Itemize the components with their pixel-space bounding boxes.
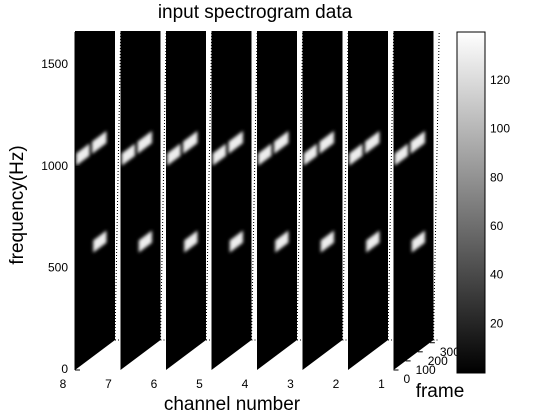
blob — [394, 143, 409, 166]
back-guide — [114, 31, 122, 341]
slice — [393, 31, 434, 370]
z-axis-label: frame — [416, 381, 465, 402]
x-tick-label: 4 — [242, 377, 249, 391]
back-guide — [387, 31, 395, 341]
slice — [166, 31, 206, 370]
x-tick-label: 1 — [378, 377, 385, 391]
back-guide — [296, 31, 304, 341]
blob — [273, 130, 289, 154]
slice — [75, 31, 115, 370]
axes: 8 7 6 5 4 3 2 105001000150001002003002040608010… — [41, 32, 510, 391]
plot-area — [75, 31, 440, 370]
z-tick-label: 200 — [428, 354, 448, 368]
slice — [211, 31, 252, 370]
blob — [137, 130, 153, 154]
blob — [138, 230, 153, 253]
back-guide — [205, 31, 213, 341]
blob — [320, 230, 335, 253]
back-guide — [160, 31, 167, 341]
x-axis-label: channel number — [164, 394, 301, 415]
colorbar-tick-label: 100 — [490, 122, 510, 136]
x-tick-label: 3 — [287, 377, 294, 391]
blob — [364, 130, 380, 154]
blob — [258, 143, 272, 166]
blob — [182, 130, 198, 154]
slice — [120, 31, 161, 370]
colorbar-tick-label: 40 — [490, 268, 504, 282]
y-tick-label: 500 — [48, 261, 68, 275]
y-tick-label: 0 — [61, 362, 68, 376]
blob — [167, 143, 181, 166]
y-tick-label: 1500 — [41, 57, 68, 71]
colorbar — [456, 31, 486, 374]
blob — [228, 130, 244, 154]
x-tick-label: 5 — [196, 377, 203, 391]
blob — [349, 143, 363, 166]
x-tick-label: 2 — [333, 377, 340, 391]
blob — [303, 143, 318, 166]
blob — [121, 143, 136, 166]
blob — [319, 130, 335, 154]
blob — [229, 230, 244, 253]
colorbar-tick-label: 80 — [490, 170, 504, 184]
blob — [411, 230, 426, 253]
z-tick-label: 0 — [404, 372, 411, 386]
blob — [410, 130, 426, 154]
blob — [184, 230, 198, 253]
blob — [275, 230, 289, 253]
blob — [366, 230, 380, 253]
y-tick-label: 1000 — [41, 159, 68, 173]
slice — [257, 31, 297, 370]
z-tick-label: 300 — [440, 345, 460, 359]
y-axis-label: frequency(Hz) — [7, 145, 28, 264]
blob — [76, 143, 90, 166]
colorbar-tick-label: 20 — [490, 316, 504, 330]
back-guide — [433, 31, 440, 341]
z-tick-label: 100 — [416, 363, 436, 377]
blob — [93, 230, 107, 253]
back-guide — [251, 31, 258, 341]
x-tick-label: 7 — [105, 377, 112, 391]
colorbar-tick-label: 120 — [490, 73, 510, 87]
colorbar-tick-label: 60 — [490, 219, 504, 233]
blob — [212, 143, 227, 166]
back-guide — [342, 31, 349, 341]
blob — [91, 130, 107, 154]
x-tick-label: 8 — [60, 377, 67, 391]
slice — [302, 31, 343, 370]
chart-title: input spectrogram data — [158, 2, 353, 23]
slice — [348, 31, 388, 370]
x-tick-label: 6 — [151, 377, 158, 391]
